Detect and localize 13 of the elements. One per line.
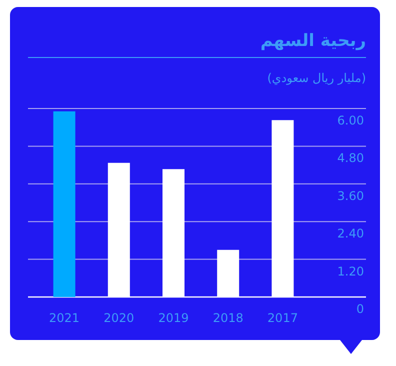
y-tick-label: 3.60 — [337, 188, 364, 203]
y-tick-label: 6.00 — [337, 114, 364, 128]
y-tick-label: 2.40 — [337, 226, 364, 241]
x-tick-label: 2017 — [267, 311, 298, 325]
y-tick-label: 0 — [356, 302, 364, 316]
y-tick-label: 1.20 — [337, 264, 364, 278]
x-tick-label: 2018 — [212, 311, 244, 325]
chart-title: ربحية السهم — [260, 31, 366, 51]
x-tick-label: 2020 — [104, 311, 134, 325]
x-tick-label: 2019 — [158, 311, 189, 325]
x-tick-label: 2021 — [49, 311, 80, 325]
y-tick-label: 4.80 — [337, 151, 364, 166]
chart-subtitle: (مليار ريال سعودي) — [267, 71, 366, 85]
